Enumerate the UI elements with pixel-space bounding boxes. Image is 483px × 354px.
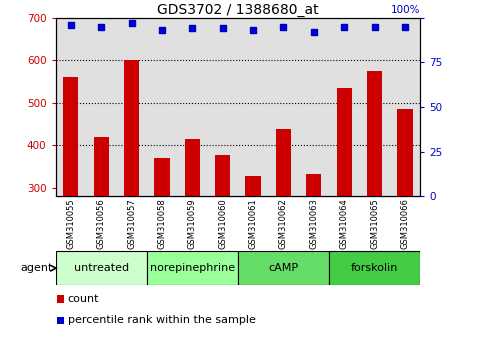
Text: GSM310062: GSM310062 (279, 198, 288, 249)
Point (371, 24, 379, 29)
Bar (306, 174, 322, 316)
Point (158, 27, 166, 33)
Text: GSM310065: GSM310065 (370, 198, 379, 249)
Text: 100%: 100% (391, 5, 420, 15)
Bar (238, 251, 329, 285)
Text: count: count (68, 294, 99, 304)
Point (128, 20, 135, 26)
Text: percentile rank within the sample: percentile rank within the sample (68, 315, 256, 325)
Bar (124, 60, 139, 316)
Title: GDS3702 / 1388680_at: GDS3702 / 1388680_at (157, 3, 319, 17)
Bar (185, 139, 200, 316)
Point (401, 24, 409, 29)
Bar (337, 88, 352, 316)
Text: GSM310059: GSM310059 (188, 198, 197, 249)
Text: GSM310055: GSM310055 (66, 198, 75, 249)
Bar (94, 137, 109, 316)
Text: GSM310064: GSM310064 (340, 198, 349, 249)
Text: untreated: untreated (73, 263, 128, 273)
Bar (245, 176, 261, 316)
Text: GSM310061: GSM310061 (249, 198, 257, 249)
Text: GSM310066: GSM310066 (400, 198, 410, 249)
Bar (276, 129, 291, 316)
Bar (215, 155, 230, 316)
Point (280, 24, 287, 29)
Bar (367, 71, 382, 316)
Text: forskolin: forskolin (351, 263, 398, 273)
Point (188, 25, 196, 31)
Bar (56, 251, 147, 285)
Point (67, 22, 74, 28)
Point (97, 24, 105, 29)
Point (310, 29, 318, 35)
Text: agent: agent (21, 263, 53, 273)
Text: GSM310058: GSM310058 (157, 198, 167, 249)
Text: GSM310056: GSM310056 (97, 198, 106, 249)
Text: GSM310060: GSM310060 (218, 198, 227, 249)
Text: norepinephrine: norepinephrine (150, 263, 235, 273)
Bar (398, 109, 412, 316)
Text: cAMP: cAMP (269, 263, 298, 273)
Point (341, 24, 348, 29)
Bar (154, 158, 170, 316)
Point (249, 27, 257, 33)
Bar (63, 77, 78, 316)
Text: GSM310057: GSM310057 (127, 198, 136, 249)
Bar (147, 251, 238, 285)
Text: GSM310063: GSM310063 (309, 198, 318, 249)
Point (219, 25, 227, 31)
Bar (329, 251, 420, 285)
